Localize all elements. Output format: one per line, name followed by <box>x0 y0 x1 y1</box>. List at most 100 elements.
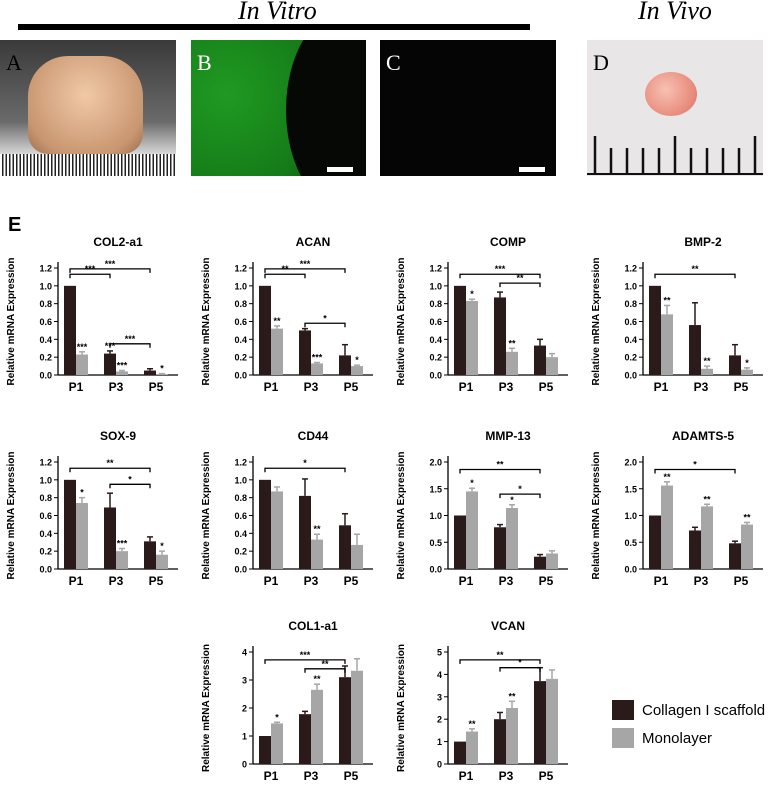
x-tick-label: P3 <box>109 574 124 588</box>
y-tick-label: 0.8 <box>39 299 52 309</box>
y-tick-label: 0.5 <box>624 538 637 548</box>
ruler <box>587 134 763 176</box>
bar <box>104 507 116 569</box>
bar <box>271 328 283 375</box>
significance-label: *** <box>312 353 323 363</box>
y-tick-label: 5 <box>437 648 442 658</box>
y-tick-label: 0.8 <box>39 493 52 503</box>
y-tick-label: 3 <box>242 676 247 686</box>
scale-bar <box>327 167 353 172</box>
y-tick-label: 1.0 <box>39 281 52 291</box>
y-tick-label: 0.8 <box>429 299 442 309</box>
y-tick-label: 1.0 <box>624 511 637 521</box>
significance-bracket <box>109 343 151 348</box>
bracket-label: *** <box>300 259 311 269</box>
y-tick-label: 2.0 <box>624 458 637 468</box>
significance-bracket <box>499 282 541 288</box>
bracket-label: *** <box>125 334 136 344</box>
y-tick-label: 1.0 <box>429 511 442 521</box>
y-tick-label: 1 <box>242 732 247 742</box>
bar <box>546 678 558 764</box>
bar <box>299 495 311 569</box>
y-tick-label: 4 <box>242 648 247 658</box>
significance-label: * <box>160 364 164 374</box>
bar <box>116 371 128 375</box>
x-tick-label: P1 <box>69 380 84 394</box>
bar <box>116 551 128 569</box>
x-tick-label: P3 <box>304 380 319 394</box>
x-tick-label: P1 <box>654 380 669 394</box>
y-tick-label: 4 <box>437 670 442 680</box>
significance-label: * <box>160 541 164 551</box>
chart-sox9: SOX-9 Relative mRNA Expression 0.0 0.2 0.4 0.… <box>6 429 178 588</box>
bar <box>259 736 271 764</box>
significance-label: * <box>355 355 359 365</box>
y-tick-label: 0.6 <box>39 511 52 521</box>
bar <box>494 527 506 569</box>
bar <box>534 681 546 764</box>
bar <box>76 503 88 569</box>
significance-bracket <box>459 468 541 474</box>
bracket-label: * <box>518 658 522 668</box>
y-tick-label: 0 <box>437 760 442 770</box>
bracket-label: *** <box>105 259 116 269</box>
chart-title: SOX-9 <box>100 429 136 443</box>
panel-label-e: E <box>8 214 22 236</box>
y-axis-label: Relative mRNA Expression <box>201 451 212 579</box>
significance-label: ** <box>508 691 516 701</box>
x-tick-label: P5 <box>539 574 554 588</box>
bar <box>311 689 323 764</box>
y-tick-label: 0.4 <box>39 335 52 345</box>
y-tick-label: 0.4 <box>624 335 637 345</box>
bar <box>259 479 271 569</box>
chart-title: ADAMTS-5 <box>672 429 734 443</box>
significance-label: *** <box>117 361 128 371</box>
bar <box>466 300 478 375</box>
bar <box>76 354 88 375</box>
y-tick-label: 1.2 <box>39 264 52 274</box>
bracket-label: ** <box>496 459 504 469</box>
y-tick-label: 0.0 <box>624 565 637 575</box>
chart-title: MMP-13 <box>485 429 531 443</box>
y-tick-label: 0.0 <box>39 565 52 575</box>
significance-label: *** <box>77 342 88 352</box>
y-tick-label: 1.0 <box>624 281 637 291</box>
x-tick-label: P3 <box>499 769 514 783</box>
significance-label: * <box>470 289 474 299</box>
chart-adamts5: ADAMTS-5 Relative mRNA Expression 0.0 0.5 1.… <box>591 429 763 588</box>
y-tick-label: 0.2 <box>429 353 442 363</box>
implant <box>645 72 697 116</box>
x-tick-label: P1 <box>69 574 84 588</box>
y-tick-label: 0.0 <box>234 565 247 575</box>
x-tick-label: P5 <box>344 574 359 588</box>
x-tick-label: P5 <box>539 380 554 394</box>
y-tick-label: 0.6 <box>234 317 247 327</box>
chart-comp: COMP Relative mRNA Expression 0.0 0.2 0.4 0.6… <box>396 235 568 394</box>
significance-label: ** <box>703 356 711 366</box>
bar <box>311 363 323 375</box>
y-tick-label: 0.2 <box>39 353 52 363</box>
x-tick-label: P5 <box>734 574 749 588</box>
bar <box>156 554 168 569</box>
bar <box>454 741 466 764</box>
x-tick-label: P3 <box>304 574 319 588</box>
in-vitro-divider <box>18 24 530 30</box>
in-vitro-header: In Vitro <box>238 0 317 25</box>
ruler <box>0 154 176 176</box>
y-axis-label: Relative mRNA Expression <box>591 257 602 385</box>
chart-title: COL1-a1 <box>288 619 338 633</box>
significance-label: ** <box>313 674 321 684</box>
bar <box>351 544 363 569</box>
x-tick-label: P1 <box>459 769 474 783</box>
significance-label: * <box>470 478 474 488</box>
y-tick-label: 1 <box>437 737 442 747</box>
bar <box>494 297 506 375</box>
chart-title: ACAN <box>296 235 331 249</box>
legend-swatch-collagen <box>612 700 634 720</box>
significance-bracket <box>499 493 541 499</box>
bar <box>351 670 363 764</box>
bracket-label: * <box>693 459 697 469</box>
bar <box>339 355 351 375</box>
y-tick-label: 0.4 <box>429 335 442 345</box>
significance-bracket <box>304 322 346 328</box>
